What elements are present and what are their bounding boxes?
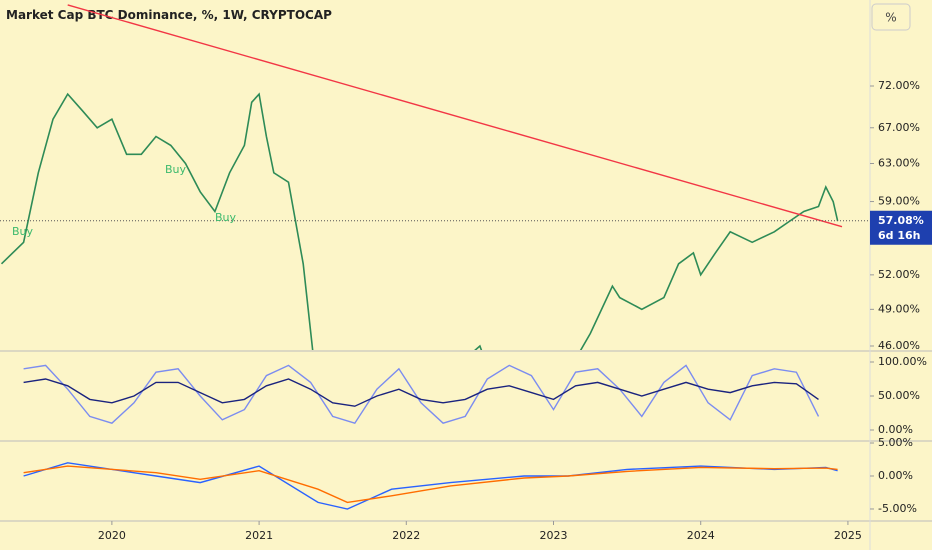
y-tick-label: 46.00% [878,339,920,352]
series-line [23,465,838,504]
buy-annotation: Buy [12,225,34,238]
y-tick-label: 49.00% [878,302,920,315]
plot [23,364,820,425]
y-tick-label: 50.00% [878,389,920,402]
y-tick-label: 0.00% [878,423,913,436]
series-line [0,92,839,350]
y-tick-label: -5.00% [878,502,917,515]
chart-title: Market Cap BTC Dominance, %, 1W, CRYPTOC… [6,8,332,22]
buy-annotation: Buy [165,163,187,176]
buy-annotation: Buy [215,211,237,224]
y-tick-label: 52.00% [878,268,920,281]
x-tick-label: 2024 [687,529,715,542]
x-tick-label: 2023 [540,529,568,542]
series-line [23,364,820,425]
countdown-label: 6d 16h [878,229,921,242]
plot [23,462,838,510]
y-tick-label: 63.00% [878,156,920,169]
last-price-label: 57.08% [878,214,924,227]
scale-button[interactable] [871,3,911,31]
x-tick-label: 2021 [245,529,273,542]
series-line [67,4,843,228]
y-tick-label: 5.00% [878,436,913,449]
y-tick-label: 100.00% [878,355,927,368]
x-tick-label: 2025 [834,529,862,542]
x-tick-label: 2022 [392,529,420,542]
series-line [23,378,819,407]
plot [0,4,843,350]
scale-button-label[interactable]: % [885,11,896,25]
y-tick-label: 0.00% [878,469,913,482]
y-tick-label: 59.00% [878,195,920,208]
y-tick-label: 72.00% [878,79,920,92]
y-tick-label: 67.00% [878,121,920,134]
last-price-tag [870,210,932,245]
x-tick-label: 2020 [98,529,126,542]
